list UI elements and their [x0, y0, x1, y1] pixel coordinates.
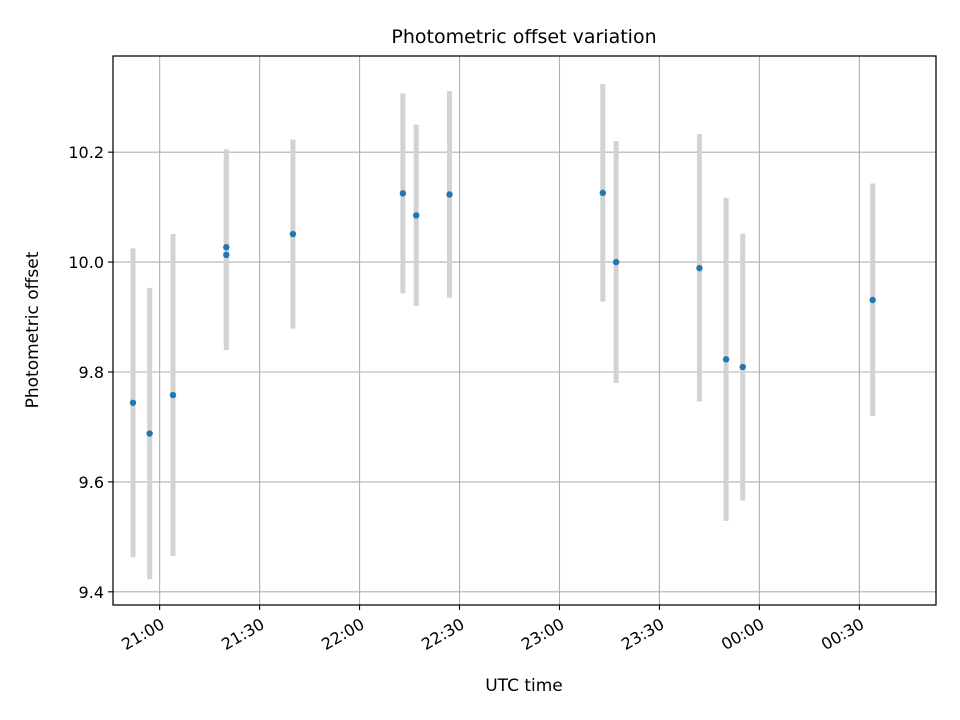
data-point: [129, 399, 137, 406]
x-tick-label: 00:30: [818, 614, 867, 654]
data-point: [612, 258, 620, 266]
x-tick-label: 21:30: [218, 614, 267, 654]
y-tick-label: 9.6: [79, 473, 104, 492]
y-tick-label: 10.0: [68, 253, 104, 272]
chart-title: Photometric offset variation: [391, 26, 656, 48]
grid-layer: [113, 56, 936, 605]
data-point: [223, 251, 230, 259]
x-tick-label: 23:30: [618, 614, 667, 654]
data-point: [413, 212, 420, 219]
x-axis: 21:00 21:30 22:00 22:30 23:00 23:30 00:00 00:30: [118, 605, 867, 654]
x-tick-label: 22:30: [418, 614, 467, 654]
y-axis-label: Photometric offset: [23, 251, 43, 408]
x-tick-label: 21:00: [118, 614, 167, 654]
point-layer: [129, 189, 876, 437]
data-point: [722, 356, 730, 363]
data-point: [446, 191, 453, 198]
data-point: [739, 363, 746, 371]
y-tick-label: 9.4: [79, 583, 104, 602]
y-tick-label: 9.8: [79, 363, 104, 382]
data-point: [869, 296, 876, 304]
y-axis: 9.4 9.6 9.8 10.0 10.2: [68, 143, 113, 602]
x-axis-label: UTC time: [485, 676, 563, 696]
x-tick-label: 22:00: [318, 614, 367, 654]
errorbar-layer: [130, 84, 876, 580]
x-tick-label: 23:00: [518, 614, 567, 654]
x-tick-label: 00:00: [718, 614, 767, 654]
data-point: [399, 190, 407, 197]
data-point: [696, 264, 703, 272]
y-tick-label: 10.2: [68, 143, 104, 162]
data-point: [146, 430, 153, 437]
plot-frame: [112, 55, 937, 606]
data-point: [169, 391, 177, 399]
data-point: [599, 189, 607, 197]
data-point: [223, 244, 230, 251]
data-point: [289, 230, 297, 238]
